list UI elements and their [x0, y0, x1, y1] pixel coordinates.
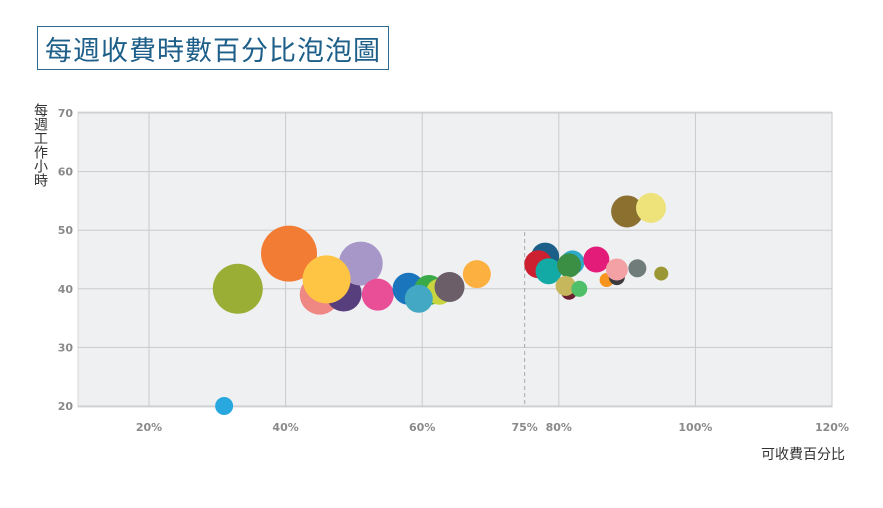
x-axis-label: 可收費百分比: [761, 447, 845, 463]
x-tick-label: 120%: [815, 421, 849, 434]
y-tick-label: 40: [58, 283, 74, 296]
bubble: [215, 397, 234, 415]
bubble: [462, 260, 491, 289]
bubble: [571, 280, 588, 297]
x-tick-label: 20%: [136, 421, 162, 434]
x-tick-label: 80%: [546, 421, 572, 434]
y-axis-label: 每週工作小時: [32, 103, 48, 187]
bubble: [628, 259, 647, 278]
y-tick-label: 20: [58, 400, 74, 413]
y-tick-label: 70: [58, 107, 74, 120]
x-tick-label: 60%: [409, 421, 435, 434]
bubble: [605, 258, 628, 281]
bubble: [654, 266, 669, 281]
chart-title: 每週收費時數百分比泡泡圖: [37, 26, 389, 70]
x-tick-label: 75%: [511, 421, 537, 434]
y-tick-label: 30: [58, 341, 74, 354]
bubble: [557, 253, 582, 278]
bubble: [636, 192, 667, 223]
bubble: [535, 258, 562, 285]
bubble: [261, 225, 318, 282]
y-tick-label: 60: [58, 166, 74, 179]
bubble: [555, 275, 576, 296]
y-tick-label: 50: [58, 224, 74, 237]
bubble: [212, 263, 263, 314]
bubble: [434, 272, 465, 303]
bubble: [361, 278, 394, 311]
plot-area: [77, 111, 833, 408]
bubble: [611, 195, 644, 228]
bubble: [583, 246, 610, 273]
x-tick-label: 40%: [272, 421, 298, 434]
bubble: [404, 284, 433, 313]
bubble: [302, 255, 351, 304]
x-tick-label: 100%: [678, 421, 712, 434]
